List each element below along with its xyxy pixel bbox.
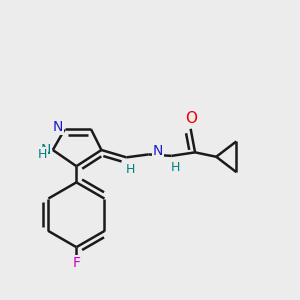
Text: O: O <box>184 111 196 126</box>
Text: N: N <box>41 143 51 157</box>
Text: F: F <box>72 256 80 270</box>
Text: H: H <box>171 160 181 174</box>
Text: H: H <box>126 163 136 176</box>
Text: H: H <box>38 148 47 161</box>
Text: N: N <box>53 120 63 134</box>
Text: N: N <box>153 144 163 158</box>
